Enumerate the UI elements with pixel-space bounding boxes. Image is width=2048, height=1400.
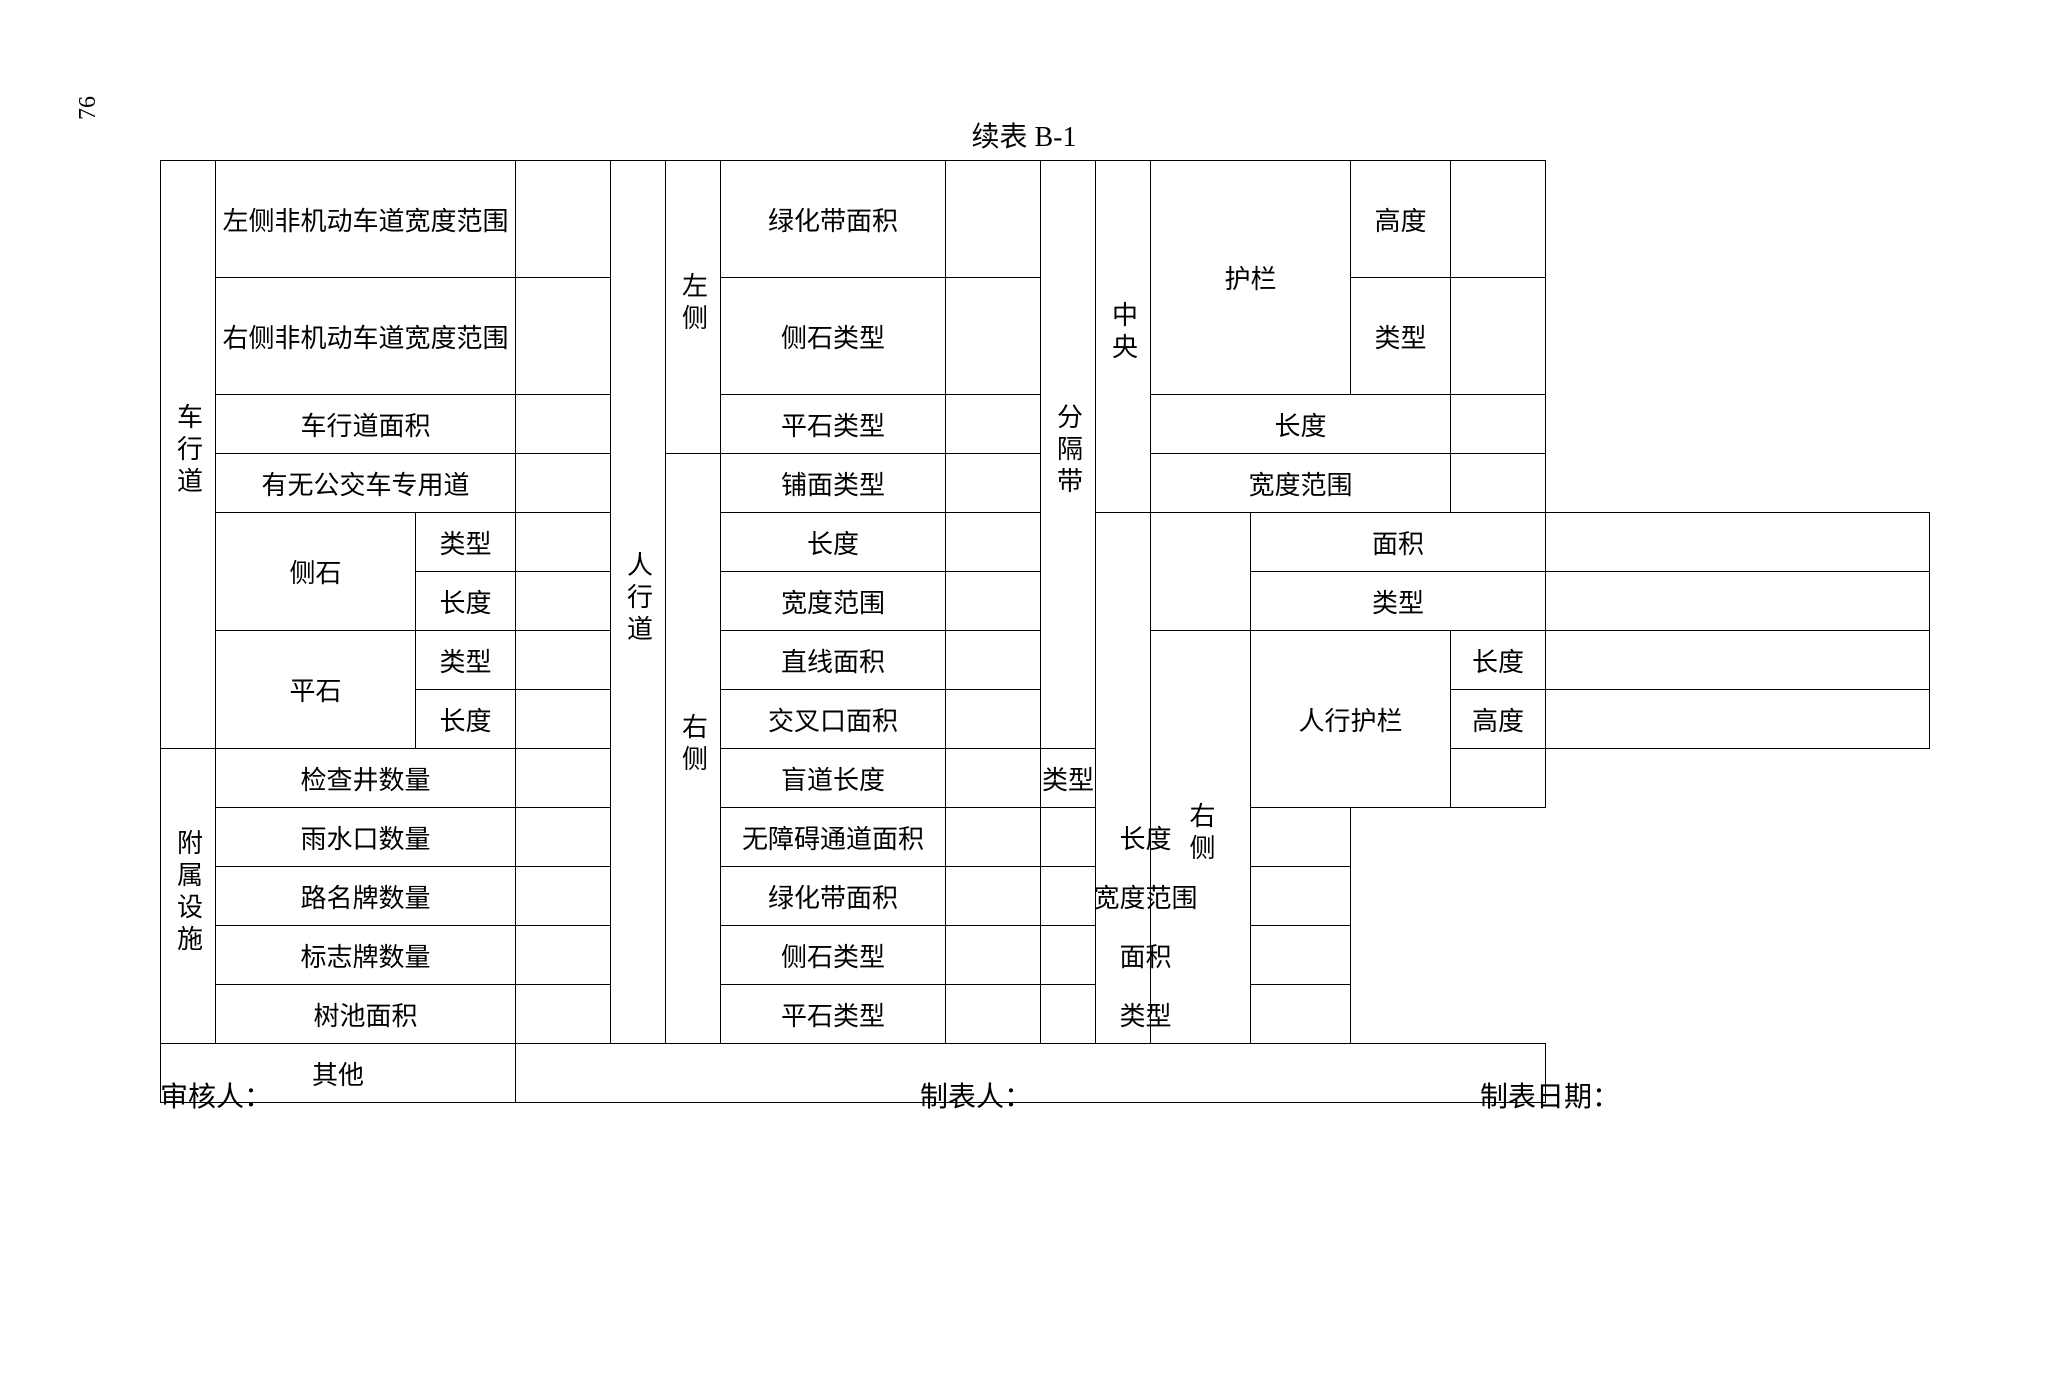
value-cell xyxy=(1451,454,1546,513)
label-curb: 侧石 xyxy=(216,513,416,631)
label-carriageway-area: 车行道面积 xyxy=(216,395,516,454)
label-blind-path: 盲道长度 xyxy=(721,749,946,808)
label-barrier-free: 无障碍通道面积 xyxy=(721,808,946,867)
value-cell xyxy=(1451,278,1546,395)
label-length: 长度 xyxy=(1041,808,1251,867)
label-type: 类型 xyxy=(1041,749,1096,808)
reviewer-label: 审核人： xyxy=(160,1075,920,1115)
label-height: 高度 xyxy=(1351,161,1451,278)
label-left-nonmotor: 左侧非机动车道宽度范围 xyxy=(216,161,516,278)
label-area: 面积 xyxy=(1041,926,1251,985)
label-width-range: 宽度范围 xyxy=(1041,867,1251,926)
label-gully: 雨水口数量 xyxy=(216,808,516,867)
label-straight-area: 直线面积 xyxy=(721,631,946,690)
value-cell xyxy=(1251,808,1351,867)
value-cell xyxy=(946,395,1041,454)
label-type: 类型 xyxy=(1041,985,1251,1044)
value-cell xyxy=(1251,926,1351,985)
value-cell xyxy=(1451,395,1546,454)
value-cell xyxy=(516,278,611,395)
value-cell xyxy=(1451,161,1546,278)
label-sign-board: 标志牌数量 xyxy=(216,926,516,985)
value-cell xyxy=(1251,867,1351,926)
value-cell xyxy=(1546,631,1930,690)
preparer-label: 制表人： xyxy=(920,1075,1480,1115)
value-cell xyxy=(516,572,611,631)
label-flat-type-sub: 类型 xyxy=(416,631,516,690)
value-cell xyxy=(516,867,611,926)
label-flat-stone: 平石 xyxy=(216,631,416,749)
value-cell xyxy=(946,454,1041,513)
label-guardrail: 护栏 xyxy=(1151,161,1351,395)
label-right-nonmotor: 右侧非机动车道宽度范围 xyxy=(216,278,516,395)
value-cell xyxy=(946,690,1041,749)
value-cell xyxy=(516,161,611,278)
value-cell xyxy=(516,926,611,985)
label-flat-type: 平石类型 xyxy=(721,985,946,1044)
value-cell xyxy=(516,395,611,454)
value-cell xyxy=(946,926,1041,985)
label-length: 长度 xyxy=(721,513,946,572)
value-cell xyxy=(946,867,1041,926)
label-curb-type: 侧石类型 xyxy=(721,926,946,985)
label-tree-pool: 树池面积 xyxy=(216,985,516,1044)
value-cell xyxy=(1251,985,1351,1044)
label-manhole: 检查井数量 xyxy=(216,749,516,808)
label-pedestrian: 人行道 xyxy=(611,161,666,1044)
label-green-area: 绿化带面积 xyxy=(721,867,946,926)
label-length: 长度 xyxy=(1151,395,1451,454)
table-title: 续表 B-1 xyxy=(0,115,2048,155)
label-central: 中央 xyxy=(1096,161,1151,513)
label-flat-type: 平石类型 xyxy=(721,395,946,454)
value-cell xyxy=(1546,572,1930,631)
value-cell xyxy=(946,749,1041,808)
label-auxiliary: 附属设施 xyxy=(161,749,216,1044)
label-length: 长度 xyxy=(1451,631,1546,690)
value-cell xyxy=(516,513,611,572)
label-right-side: 右侧 xyxy=(666,454,721,1044)
label-width-range: 宽度范围 xyxy=(721,572,946,631)
value-cell xyxy=(946,572,1041,631)
label-height: 高度 xyxy=(1451,690,1546,749)
label-street-sign: 路名牌数量 xyxy=(216,867,516,926)
value-cell xyxy=(1451,749,1546,808)
value-cell xyxy=(516,985,611,1044)
label-divider: 分隔带 xyxy=(1041,161,1096,749)
label-area: 面积 xyxy=(1251,513,1546,572)
label-curb-len-sub: 长度 xyxy=(416,572,516,631)
label-paving-type: 铺面类型 xyxy=(721,454,946,513)
label-flat-len-sub: 长度 xyxy=(416,690,516,749)
label-intersection-area: 交叉口面积 xyxy=(721,690,946,749)
label-width-range: 宽度范围 xyxy=(1151,454,1451,513)
value-cell xyxy=(516,749,611,808)
value-cell xyxy=(516,808,611,867)
label-green-area: 绿化带面积 xyxy=(721,161,946,278)
label-curb-type-sub: 类型 xyxy=(416,513,516,572)
label-ped-guardrail: 人行护栏 xyxy=(1251,631,1451,808)
label-type: 类型 xyxy=(1351,278,1451,395)
value-cell xyxy=(946,985,1041,1044)
form-table: 车行道 左侧非机动车道宽度范围 人行道 左侧 绿化带面积 分隔带 中央 护栏 高… xyxy=(160,160,1930,1103)
label-left-side: 左侧 xyxy=(666,161,721,454)
date-label: 制表日期： xyxy=(1480,1075,1620,1115)
value-cell xyxy=(946,631,1041,690)
value-cell xyxy=(516,631,611,690)
value-cell xyxy=(946,161,1041,278)
value-cell xyxy=(946,278,1041,395)
label-type: 类型 xyxy=(1251,572,1546,631)
value-cell xyxy=(946,513,1041,572)
label-bus-lane: 有无公交车专用道 xyxy=(216,454,516,513)
label-carriageway: 车行道 xyxy=(161,161,216,749)
value-cell xyxy=(1546,690,1930,749)
footer: 审核人： 制表人： 制表日期： xyxy=(160,1075,1930,1115)
value-cell xyxy=(516,690,611,749)
value-cell xyxy=(946,808,1041,867)
value-cell xyxy=(1546,513,1930,572)
label-curb-type: 侧石类型 xyxy=(721,278,946,395)
value-cell xyxy=(516,454,611,513)
label-divider-mid xyxy=(1151,513,1251,631)
